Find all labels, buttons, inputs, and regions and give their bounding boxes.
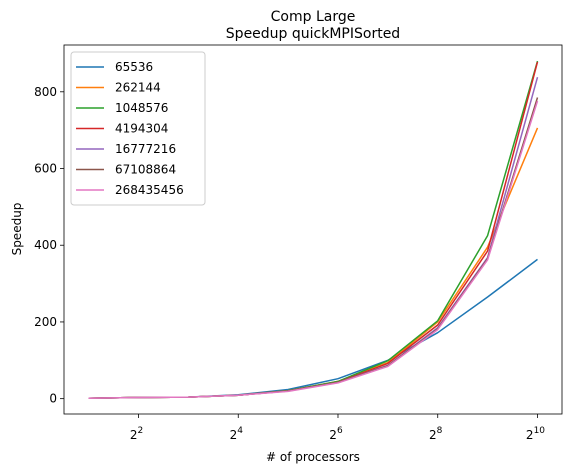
y-tick-label: 400 [34, 238, 57, 252]
x-tick-label: 28 [429, 426, 443, 442]
plot-lines [88, 60, 539, 400]
legend-label-268435456: 268435456 [115, 183, 184, 197]
series-line-65536 [88, 258, 538, 400]
y-tick-label: 200 [34, 315, 57, 329]
x-tick-label: 26 [329, 426, 343, 442]
legend-label-1048576: 1048576 [115, 101, 168, 115]
y-tick-label: 600 [34, 162, 57, 176]
legend-label-65536: 65536 [115, 60, 153, 74]
legend-label-262144: 262144 [115, 81, 161, 95]
series-line-268435456 [88, 100, 539, 400]
x-axis-label: # of processors [266, 450, 360, 464]
x-tick-label: 24 [230, 426, 244, 442]
y-axis-ticks: 0 200 400 600 800 [34, 85, 64, 406]
legend-box [70, 51, 206, 206]
chart-subtitle: Speedup quickMPISorted [226, 26, 400, 42]
chart-title: Comp Large [271, 9, 356, 25]
plot-frame [63, 44, 563, 415]
legend-label-16777216: 16777216 [115, 142, 176, 156]
legend-label-67108864: 67108864 [115, 163, 176, 177]
legend: 65536 262144 1048576 4194304 16777216 6710886… [70, 51, 206, 206]
y-axis-label: Speedup [10, 203, 24, 256]
x-tick-label: 210 [526, 426, 545, 442]
y-tick-label: 800 [34, 85, 57, 99]
x-axis-ticks: 22 24 26 28 210 [130, 414, 545, 442]
legend-label-4194304: 4194304 [115, 122, 168, 136]
y-tick-label: 0 [49, 392, 57, 406]
x-tick-label: 22 [130, 426, 143, 442]
